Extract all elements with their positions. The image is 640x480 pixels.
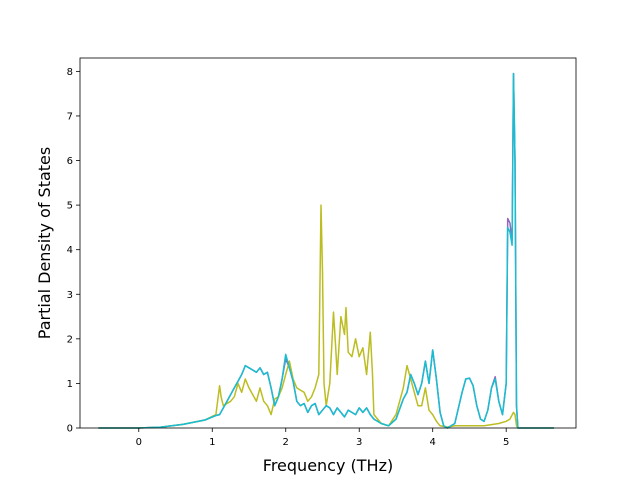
x-tick-label: 2 <box>283 437 289 448</box>
y-ticks: 0 1 2 3 4 5 6 7 8 <box>67 67 80 435</box>
y-tick-label: 8 <box>67 67 73 78</box>
y-tick-label: 7 <box>67 111 73 122</box>
y-tick-label: 3 <box>67 290 73 301</box>
plot-frame <box>79 57 577 429</box>
x-axis-label: Frequency (THz) <box>263 456 393 475</box>
y-axis-label: Partial Density of States <box>35 147 54 339</box>
x-tick-label: 5 <box>503 437 509 448</box>
x-tick-label: 4 <box>430 437 436 448</box>
y-tick-label: 0 <box>67 424 73 435</box>
y-tick-label: 6 <box>67 156 73 167</box>
y-tick-label: 4 <box>67 245 73 256</box>
y-tick-label: 5 <box>67 201 73 212</box>
series-layer <box>98 72 554 429</box>
series-line-3 <box>98 72 554 429</box>
x-tick-label: 3 <box>356 437 362 448</box>
y-tick-label: 2 <box>67 334 73 345</box>
y-tick-label: 1 <box>67 379 73 390</box>
x-tick-label: 0 <box>136 437 142 448</box>
x-ticks: 0 1 2 3 4 5 <box>136 428 509 448</box>
x-tick-label: 1 <box>209 437 215 448</box>
series-line-2 <box>98 204 554 429</box>
